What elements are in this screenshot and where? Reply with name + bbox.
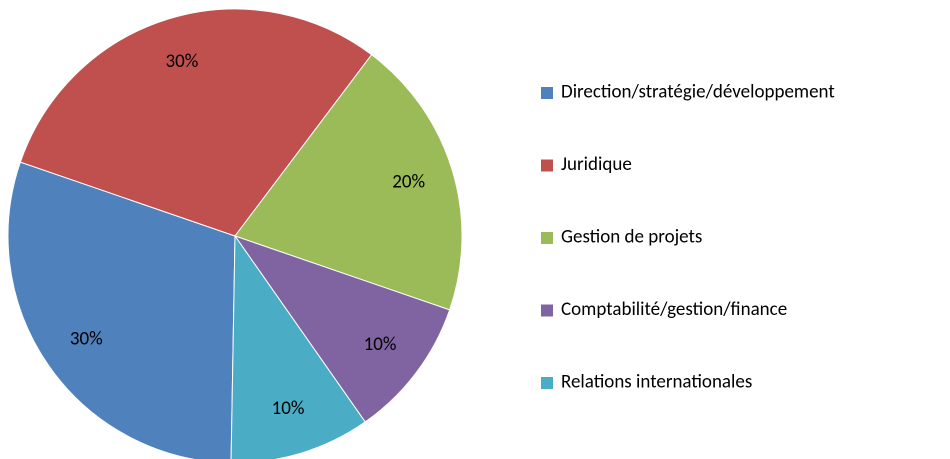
- data-label: 10%: [364, 333, 397, 356]
- legend-swatch: [541, 87, 553, 99]
- pie-slice: [234, 54, 463, 311]
- legend-label: Gestion de projets: [561, 226, 702, 249]
- legend-swatch: [541, 377, 553, 389]
- pie-slice: [19, 8, 373, 237]
- pie-slice: [7, 161, 236, 459]
- data-label: 30%: [165, 50, 198, 73]
- pie-slice: [233, 235, 451, 423]
- legend-label: Comptabilité/gestion/finance: [561, 298, 787, 321]
- data-label: 20%: [392, 170, 425, 193]
- legend-swatch: [541, 159, 553, 172]
- data-label: 30%: [70, 328, 103, 351]
- legend-label: Direction/stratégie/développement: [561, 81, 835, 104]
- legend-label: Relations internationales: [561, 371, 752, 394]
- data-label: 10%: [272, 397, 305, 420]
- legend-swatch: [541, 232, 553, 244]
- legend-swatch: [541, 304, 553, 317]
- pie-slice: [230, 234, 366, 459]
- legend-label: Juridique: [561, 153, 632, 176]
